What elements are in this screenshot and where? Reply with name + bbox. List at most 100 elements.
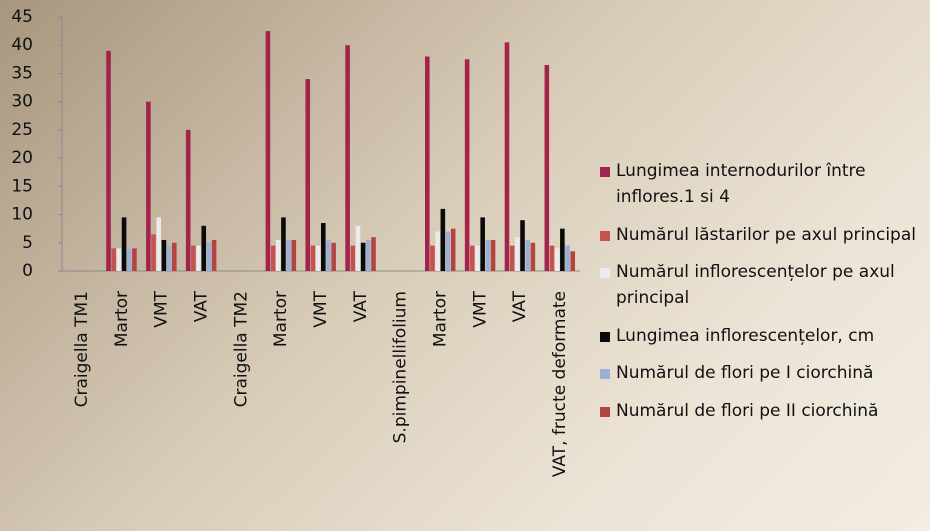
legend-label: Lungimea inflorescențelor, cm (616, 325, 875, 346)
bar (305, 79, 311, 271)
bar (490, 239, 496, 271)
bar (549, 245, 555, 271)
bar (286, 239, 291, 271)
bar (166, 245, 172, 271)
bar (445, 231, 451, 271)
y-tick-label: 20 (11, 148, 33, 168)
bar (504, 42, 510, 272)
bar (326, 239, 331, 271)
y-tick-label: 15 (11, 176, 33, 196)
legend-swatch (600, 369, 610, 379)
bar (345, 45, 350, 271)
x-tick-label: VAT (351, 290, 371, 322)
bar (565, 245, 570, 271)
x-tick-label: Martor (431, 291, 451, 347)
bar (520, 220, 525, 271)
bar (151, 234, 156, 271)
bar (464, 59, 470, 272)
x-tick-label: VAT, fructe deformate (550, 291, 570, 477)
bar (171, 242, 177, 271)
bar (196, 245, 201, 271)
bar (355, 225, 361, 271)
y-tick-label: 45 (11, 7, 33, 27)
bar (206, 242, 212, 271)
x-tick-label: VMT (152, 290, 172, 327)
legend-item: Lungimea inflorescențelor, cm (600, 323, 925, 349)
y-tick-label: 0 (22, 261, 33, 281)
bar (310, 245, 316, 271)
bar (116, 248, 122, 271)
x-tick-label: Martor (271, 291, 291, 347)
x-tick-label: VMT (311, 290, 331, 327)
legend-label: Numărul lăstarilor pe axul principal (616, 224, 916, 245)
legend-item: Lungimea internodurilor între inflores.1… (600, 158, 925, 210)
bar (146, 101, 151, 272)
bar (360, 242, 366, 271)
bar (265, 31, 271, 271)
legend-label: Numărul de flori pe II ciorchină (616, 400, 879, 421)
y-tick-label: 30 (11, 92, 33, 112)
bar (156, 217, 162, 271)
bar (475, 245, 480, 271)
bar (430, 245, 435, 271)
x-tick-label: S.pimpinellifolium (391, 291, 411, 443)
y-tick-label: 40 (11, 35, 33, 55)
x-tick-label: Craigella TM1 (72, 291, 92, 407)
legend-swatch (600, 167, 610, 177)
bar (371, 237, 376, 271)
legend: Lungimea internodurilor între inflores.1… (600, 158, 925, 435)
legend-label: Numărul de flori pe I ciorchină (616, 363, 874, 383)
bar (281, 217, 286, 271)
x-tick-label: Martor (112, 291, 132, 347)
bar (126, 248, 132, 271)
legend-swatch (600, 268, 610, 278)
legend-swatch (600, 406, 610, 417)
bar (530, 242, 536, 271)
bar (315, 245, 321, 271)
legend-swatch (600, 230, 610, 241)
bar (470, 245, 475, 271)
bar (554, 248, 560, 271)
bar (132, 248, 137, 271)
bar (424, 56, 430, 272)
bar (509, 245, 515, 271)
y-tick-label: 5 (22, 233, 33, 253)
bar (366, 239, 371, 271)
legend-swatch (600, 331, 610, 342)
bar (560, 228, 565, 271)
bar (570, 251, 576, 271)
bar (480, 217, 485, 271)
bar (291, 239, 297, 271)
legend-label: Lungimea internodurilor între inflores.1… (616, 161, 866, 207)
bar (161, 239, 167, 271)
bar (485, 239, 491, 271)
bar (191, 245, 196, 271)
bar (111, 248, 116, 271)
bar (270, 245, 276, 271)
legend-item: Numărul inflorescențelor pe axul princip… (600, 259, 925, 311)
legend-item: Numărul lăstarilor pe axul principal (600, 222, 925, 248)
bar (525, 239, 530, 271)
legend-label: Numărul inflorescențelor pe axul princip… (616, 262, 895, 308)
legend-item: Numărul de flori pe II ciorchină (600, 398, 925, 424)
x-tick-label: Craigella TM2 (231, 291, 251, 407)
bar (185, 129, 191, 271)
bar (106, 50, 111, 271)
bar (515, 237, 520, 271)
x-tick-label: VAT (510, 290, 530, 322)
y-tick-label: 25 (11, 120, 33, 140)
bar (121, 217, 127, 271)
bar (350, 245, 356, 271)
bar (435, 231, 440, 271)
y-tick-label: 35 (11, 63, 33, 83)
x-tick-label: VMT (470, 290, 490, 327)
bar (275, 239, 281, 271)
x-tick-label: VAT (191, 290, 211, 322)
bar (201, 225, 207, 271)
legend-item: Numărul de flori pe I ciorchină (600, 360, 925, 386)
y-tick-label: 10 (11, 205, 33, 225)
bar (211, 239, 217, 271)
chart: 0 5 10 15 20 25 30 35 40 45 Craigella TM1 Martor VMT… (11, 7, 580, 477)
bar (440, 208, 446, 271)
